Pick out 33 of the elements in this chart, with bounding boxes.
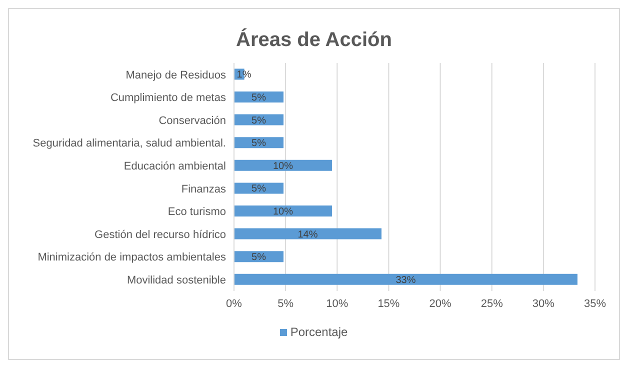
y-tick-label: Educación ambiental (124, 160, 226, 173)
data-label: 5% (252, 252, 266, 264)
x-tick-label: 30% (532, 298, 555, 310)
data-label: 10% (272, 206, 294, 218)
y-tick-label: Seguridad alimentaria, salud ambiental. (32, 138, 226, 150)
x-tick-label: 20% (429, 298, 452, 310)
x-tick-label: 0% (226, 298, 242, 310)
data-label: 5% (252, 92, 266, 104)
x-tick-label: 5% (278, 298, 294, 310)
x-tick-label: 25% (480, 298, 504, 310)
y-tick-label: Cumplimiento de metas (110, 92, 226, 104)
bar (234, 206, 332, 216)
y-tick-label: Movilidad sostenible (126, 274, 226, 287)
x-tick-label: 35% (584, 298, 606, 310)
data-label: 33% (396, 274, 416, 286)
y-tick-label: Conservación (158, 114, 226, 127)
data-label: 14% (298, 229, 318, 240)
data-label: 5% (252, 138, 266, 150)
y-tick-label: Manejo de Residuos (126, 69, 226, 82)
data-label: 5% (252, 115, 266, 126)
bar (234, 160, 332, 171)
y-tick-label: Eco turismo (168, 206, 226, 218)
legend-label: Porcentaje (289, 325, 348, 339)
x-tick-label: 15% (378, 298, 400, 310)
chart-title: Áreas de Acción (235, 29, 393, 53)
y-tick-label: Gestión del recurso hídrico (94, 228, 226, 241)
y-tick-label: Finanzas (181, 183, 226, 196)
x-tick-label: 10% (326, 298, 348, 310)
bar (234, 228, 382, 240)
data-label: 5% (252, 184, 266, 195)
bar (234, 274, 578, 285)
y-tick-label: Minimización de impactos ambientales (38, 252, 226, 264)
data-label: 10% (272, 160, 294, 172)
